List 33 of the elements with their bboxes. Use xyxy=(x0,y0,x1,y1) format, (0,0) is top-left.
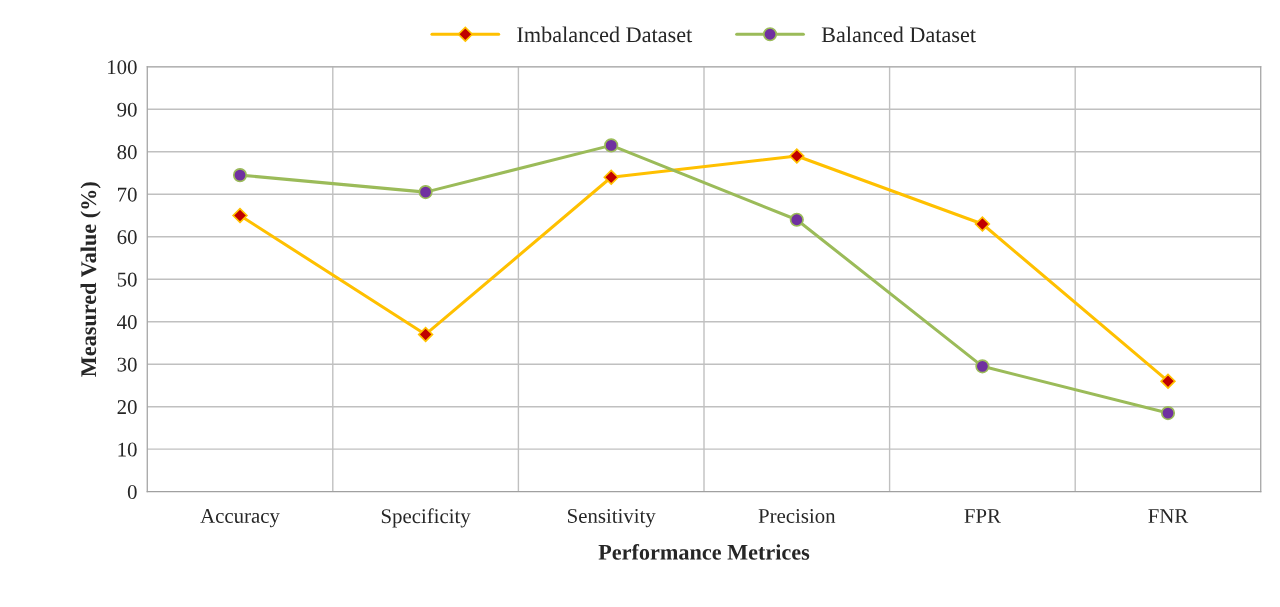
legend-label: Imbalanced Dataset xyxy=(517,26,693,43)
point xyxy=(975,359,990,374)
point xyxy=(789,212,804,227)
point xyxy=(417,326,434,343)
point xyxy=(1160,373,1176,389)
point xyxy=(418,185,433,200)
x-tick-label: FPR xyxy=(964,509,1001,523)
y-axis-title: Measured Value (%) xyxy=(80,182,101,377)
point xyxy=(1160,405,1176,421)
x-tick-label: Specificity xyxy=(381,508,471,528)
legend-label: Balanced Dataset xyxy=(821,26,976,43)
y-tick-label: 10 xyxy=(118,442,137,457)
point xyxy=(604,138,619,153)
y-tick-label: 100 xyxy=(108,60,137,75)
x-tick-label: FNR xyxy=(1148,509,1189,523)
point xyxy=(974,216,991,232)
x-axis-title: Performance Metrices xyxy=(598,543,810,560)
point xyxy=(232,207,248,224)
point xyxy=(232,168,248,183)
x-tick-label: Precision xyxy=(758,509,836,523)
y-tick-label: 70 xyxy=(118,187,137,202)
y-tick-label: 20 xyxy=(117,400,137,415)
x-tick-label: Accuracy xyxy=(200,508,280,528)
y-tick-label: 90 xyxy=(117,102,137,117)
y-tick-label: 30 xyxy=(117,357,137,372)
y-tick-label: 40 xyxy=(117,315,137,330)
y-tick-label: 60 xyxy=(117,230,137,245)
point xyxy=(603,169,619,185)
y-tick-label: 50 xyxy=(117,272,137,287)
y-tick-label: 80 xyxy=(117,145,137,160)
point xyxy=(789,148,805,164)
x-tick-label: Sensitivity xyxy=(568,508,656,528)
y-tick-label: 0 xyxy=(127,485,137,500)
